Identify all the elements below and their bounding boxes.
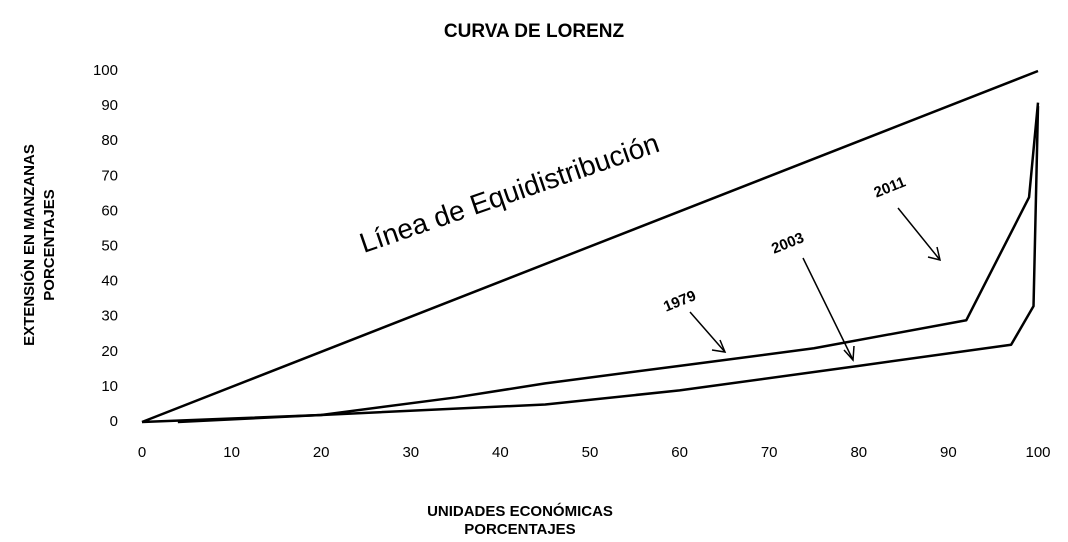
series-label: 1979	[661, 287, 698, 315]
y-tick-label: 60	[101, 202, 118, 219]
arrow-head	[927, 246, 942, 262]
y-axis-label: PORCENTAJES	[41, 189, 58, 300]
x-tick-label: 10	[223, 444, 240, 461]
x-tick-label: 60	[671, 444, 688, 461]
x-tick-label: 80	[850, 444, 867, 461]
y-tick-label: 100	[93, 62, 118, 79]
arrow-head	[711, 339, 727, 353]
x-tick-label: 50	[582, 444, 599, 461]
x-axis-label: PORCENTAJES	[464, 521, 575, 538]
y-tick-label: 20	[101, 343, 118, 360]
x-tick-label: 100	[1025, 444, 1050, 461]
x-tick-label: 70	[761, 444, 778, 461]
y-tick-label: 30	[101, 308, 118, 325]
y-tick-label: 10	[101, 378, 118, 395]
line	[177, 106, 1040, 424]
y-axis-label: EXTENSIÓN EN MANZANAS	[20, 144, 38, 346]
chart-title: CURVA DE LORENZ	[444, 21, 625, 42]
arrow	[897, 207, 941, 261]
y-tick-label: 0	[110, 413, 118, 430]
x-tick-label: 0	[138, 444, 146, 461]
annotation: 2011	[872, 174, 909, 202]
y-tick-label: 90	[101, 97, 118, 114]
line	[141, 69, 1039, 424]
y-tick-label: 40	[101, 273, 118, 290]
y-tick-label: 50	[101, 237, 118, 254]
x-tick-label: 40	[492, 444, 509, 461]
series-label: 2003	[769, 229, 806, 257]
y-tick-label: 70	[101, 167, 118, 184]
arrow-head	[843, 345, 855, 362]
y-tick-label: 80	[101, 132, 118, 149]
x-tick-label: 30	[402, 444, 419, 461]
x-axis-label: UNIDADES ECONÓMICAS	[427, 502, 613, 520]
arrow	[689, 311, 726, 353]
x-tick-label: 90	[940, 444, 957, 461]
series-label: Línea de Equidistribución	[356, 127, 663, 259]
arrows	[689, 207, 942, 362]
x-tick-label: 20	[313, 444, 330, 461]
